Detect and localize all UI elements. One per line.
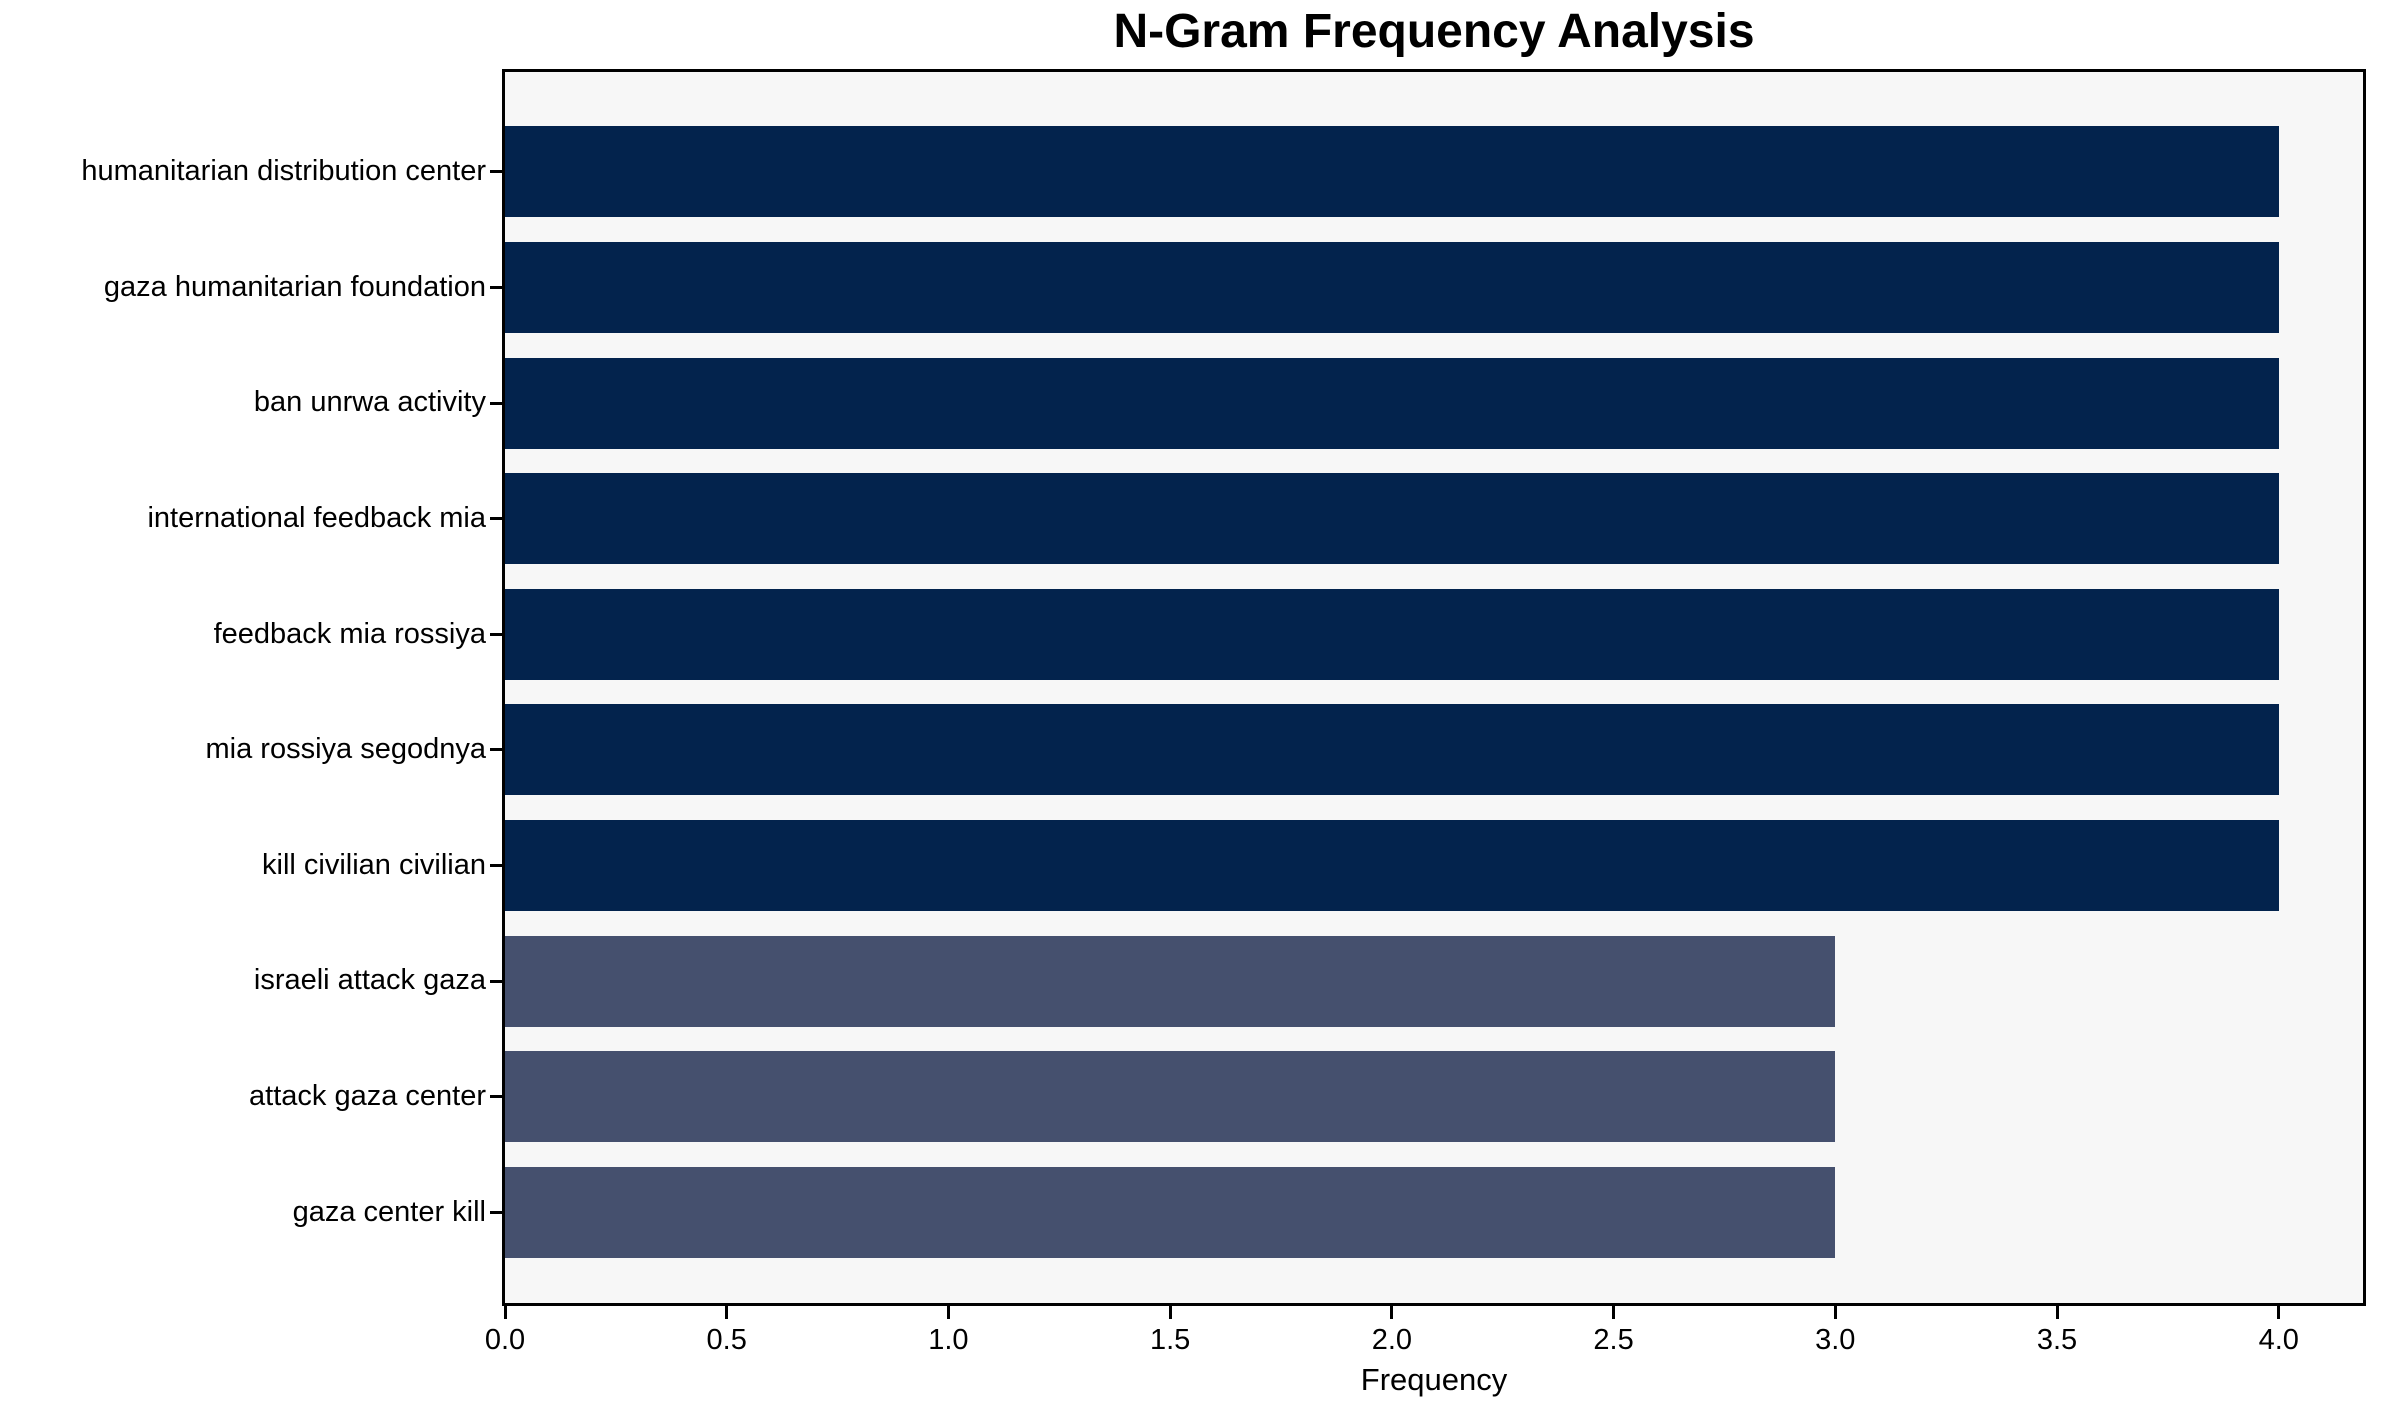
x-tick-label: 3.0 <box>1815 1324 1856 1356</box>
x-tick-label: 1.0 <box>928 1324 969 1356</box>
x-tick-mark <box>1390 1306 1394 1319</box>
x-tick-mark <box>1833 1306 1837 1319</box>
bar <box>505 473 2279 565</box>
x-tick-mark <box>1168 1306 1172 1319</box>
bar <box>505 819 2279 911</box>
bar <box>505 357 2279 449</box>
y-tick-mark <box>490 170 503 174</box>
bar <box>505 588 2279 680</box>
y-tick-mark <box>490 1210 503 1214</box>
y-tick-mark <box>490 863 503 867</box>
bar <box>505 1051 1836 1143</box>
x-tick-mark <box>2277 1306 2281 1319</box>
x-tick-label: 3.5 <box>2036 1324 2078 1356</box>
x-tick-label: 0.0 <box>484 1324 526 1356</box>
y-tick-mark <box>490 1095 503 1099</box>
bar <box>505 704 2279 796</box>
y-tick-label: feedback mia rossiya <box>213 617 486 650</box>
y-tick-label: gaza center kill <box>292 1195 486 1228</box>
y-tick-label: kill civilian civilian <box>262 848 486 881</box>
y-tick-label: attack gaza center <box>249 1080 486 1113</box>
bar <box>505 241 2279 333</box>
plot-area <box>505 72 2363 1303</box>
y-tick-mark <box>490 632 503 636</box>
x-tick-mark <box>1612 1306 1616 1319</box>
x-tick-label: 2.5 <box>1593 1324 1634 1356</box>
y-tick-label: israeli attack gaza <box>253 964 486 997</box>
y-tick-mark <box>490 517 503 521</box>
x-tick-label: 0.5 <box>706 1324 747 1356</box>
y-tick-label: international feedback mia <box>147 502 486 535</box>
bar <box>505 935 1836 1027</box>
y-tick-label: humanitarian distribution center <box>81 155 486 188</box>
x-tick-mark <box>946 1306 950 1319</box>
x-tick-mark <box>503 1306 507 1319</box>
y-tick-label: gaza humanitarian foundation <box>103 270 486 303</box>
y-tick-mark <box>490 285 503 289</box>
chart-title: N-Gram Frequency Analysis <box>1113 5 1755 58</box>
x-tick-mark <box>725 1306 729 1319</box>
x-tick-label: 4.0 <box>2258 1324 2299 1356</box>
y-tick-mark <box>490 979 503 983</box>
y-tick-label: mia rossiya segodnya <box>205 733 486 766</box>
y-tick-label: ban unrwa activity <box>253 386 486 419</box>
y-tick-mark <box>490 401 503 405</box>
bar <box>505 126 2279 218</box>
bar <box>505 1166 1836 1258</box>
x-tick-mark <box>2055 1306 2059 1319</box>
x-tick-label: 1.5 <box>1149 1324 1191 1356</box>
x-tick-label: 2.0 <box>1371 1324 1413 1356</box>
x-axis-title: Frequency <box>1360 1362 1508 1397</box>
y-tick-mark <box>490 748 503 752</box>
